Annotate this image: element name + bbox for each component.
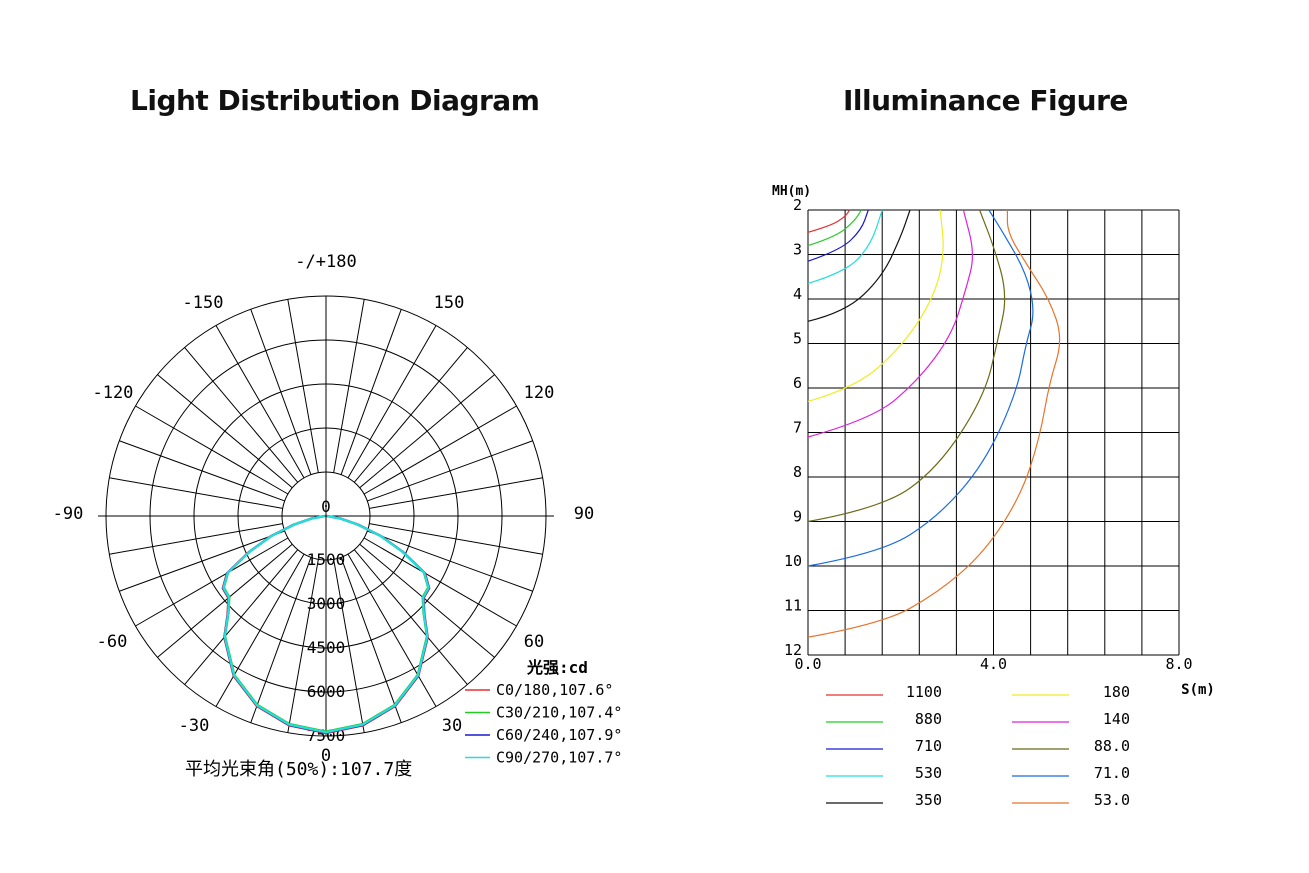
iso-x-tick-label: 0.0	[794, 655, 821, 673]
polar-grid-spoke	[287, 559, 319, 733]
iso-y-tick-label: 9	[793, 508, 802, 526]
iso-x-tick-label: 8.0	[1165, 655, 1192, 673]
iso-contour-line	[807, 209, 1034, 567]
iso-legend-label: 710	[915, 737, 942, 755]
polar-grid-spoke	[184, 549, 299, 685]
polar-grid-spoke	[347, 325, 437, 479]
polar-grid-spoke	[109, 477, 283, 509]
polar-legend-label: C60/240,107.9°	[496, 726, 622, 744]
polar-angle-label: 120	[524, 383, 555, 403]
polar-grid-spoke	[135, 537, 289, 627]
iso-legend-label: 880	[915, 710, 942, 728]
polar-radial-tick-label: 3000	[307, 594, 346, 613]
polar-grid-spoke	[135, 405, 289, 495]
iso-y-tick-label: 2	[793, 196, 802, 214]
polar-angle-label: 90	[574, 504, 594, 524]
polar-unit-label: 光强:cd	[526, 658, 588, 677]
iso-y-tick-label: 6	[793, 374, 802, 392]
illuminance-figure-title: Illuminance Figure	[843, 84, 1128, 117]
polar-grid-spoke	[250, 309, 312, 475]
polar-grid-spoke	[119, 440, 285, 502]
iso-contour-line	[807, 209, 944, 402]
polar-grid-spoke	[340, 557, 402, 723]
iso-legend-label: 530	[915, 764, 942, 782]
light-distribution-title: Light Distribution Diagram	[130, 84, 540, 117]
iso-contour-line	[807, 209, 1006, 523]
polar-angle-label: -/+180	[295, 252, 356, 272]
polar-grid-spoke	[333, 559, 365, 733]
polar-grid-spoke	[353, 347, 468, 483]
iso-y-tick-label: 8	[793, 463, 802, 481]
polar-grid-spoke	[367, 440, 533, 502]
polar-grid-spoke	[333, 299, 365, 473]
iso-contour-line	[807, 209, 869, 262]
iso-legend-label: 71.0	[1094, 764, 1130, 782]
iso-legend-label: 180	[1103, 683, 1130, 701]
iso-y-tick-label: 7	[793, 419, 802, 437]
iso-legend-label: 140	[1103, 710, 1130, 728]
polar-grid-spoke	[109, 523, 283, 555]
polar-angle-label: -120	[92, 383, 133, 403]
polar-grid-spoke	[287, 299, 319, 473]
iso-legend-label: 88.0	[1094, 737, 1130, 755]
polar-grid-spoke	[369, 523, 543, 555]
polar-angle-label: 30	[442, 716, 462, 736]
polar-grid-spoke	[369, 477, 543, 509]
iso-y-tick-label: 11	[784, 597, 802, 615]
polar-grid-spoke	[184, 347, 299, 483]
polar-grid-spoke	[340, 309, 402, 475]
polar-grid-spoke	[119, 530, 285, 592]
polar-grid-spoke	[359, 543, 495, 658]
iso-legend-label: 350	[915, 791, 942, 809]
iso-y-tick-label: 4	[793, 285, 802, 303]
polar-radial-tick-label: 6000	[307, 682, 346, 701]
polar-grid-spoke	[353, 549, 468, 685]
iso-contour-line	[807, 209, 883, 284]
polar-radial-tick-label: 0	[321, 497, 331, 516]
polar-angle-label: 60	[524, 632, 544, 652]
polar-grid-spoke	[363, 537, 517, 627]
polar-radial-tick-label: 1500	[307, 550, 346, 569]
iso-contour-line	[807, 209, 911, 322]
iso-y-tick-label: 3	[793, 241, 802, 259]
iso-y-axis-label: MH(m)	[772, 184, 811, 199]
polar-legend-label: C90/270,107.7°	[496, 749, 622, 767]
iso-y-tick-label: 5	[793, 330, 802, 348]
polar-angle-label: -60	[97, 632, 128, 652]
iso-contour-line	[807, 209, 973, 438]
polar-radial-tick-label: 4500	[307, 638, 346, 657]
iso-legend-label: 53.0	[1094, 791, 1130, 809]
polar-grid-spoke	[157, 374, 293, 489]
iso-y-tick-label: 10	[784, 552, 802, 570]
iso-contour-line	[807, 209, 862, 247]
polar-angle-label: -30	[179, 716, 210, 736]
polar-angle-label: -150	[183, 293, 224, 313]
iso-x-tick-label: 4.0	[980, 655, 1007, 673]
polar-angle-label: 150	[434, 293, 465, 313]
polar-grid-spoke	[250, 557, 312, 723]
iso-y-tick-label: 12	[784, 641, 802, 659]
polar-grid-spoke	[359, 374, 495, 489]
beam-angle-label: 平均光束角(50%):107.7度	[185, 759, 412, 780]
polar-grid-spoke	[157, 543, 293, 658]
polar-grid-spoke	[347, 553, 437, 707]
polar-grid-spoke	[363, 405, 517, 495]
polar-grid-spoke	[367, 530, 533, 592]
iso-x-axis-label: S(m)	[1181, 682, 1215, 698]
polar-grid-spoke	[215, 553, 305, 707]
iso-contour-line	[807, 210, 1061, 638]
polar-legend-label: C30/210,107.4°	[496, 704, 622, 722]
iso-contour-line	[807, 209, 851, 233]
polar-legend-label: C0/180,107.6°	[496, 681, 613, 699]
polar-angle-label: 0	[321, 746, 331, 766]
polar-series-curve	[222, 514, 430, 734]
iso-legend-label: 1100	[906, 683, 942, 701]
polar-grid-spoke	[215, 325, 305, 479]
polar-angle-label: -90	[53, 504, 84, 524]
